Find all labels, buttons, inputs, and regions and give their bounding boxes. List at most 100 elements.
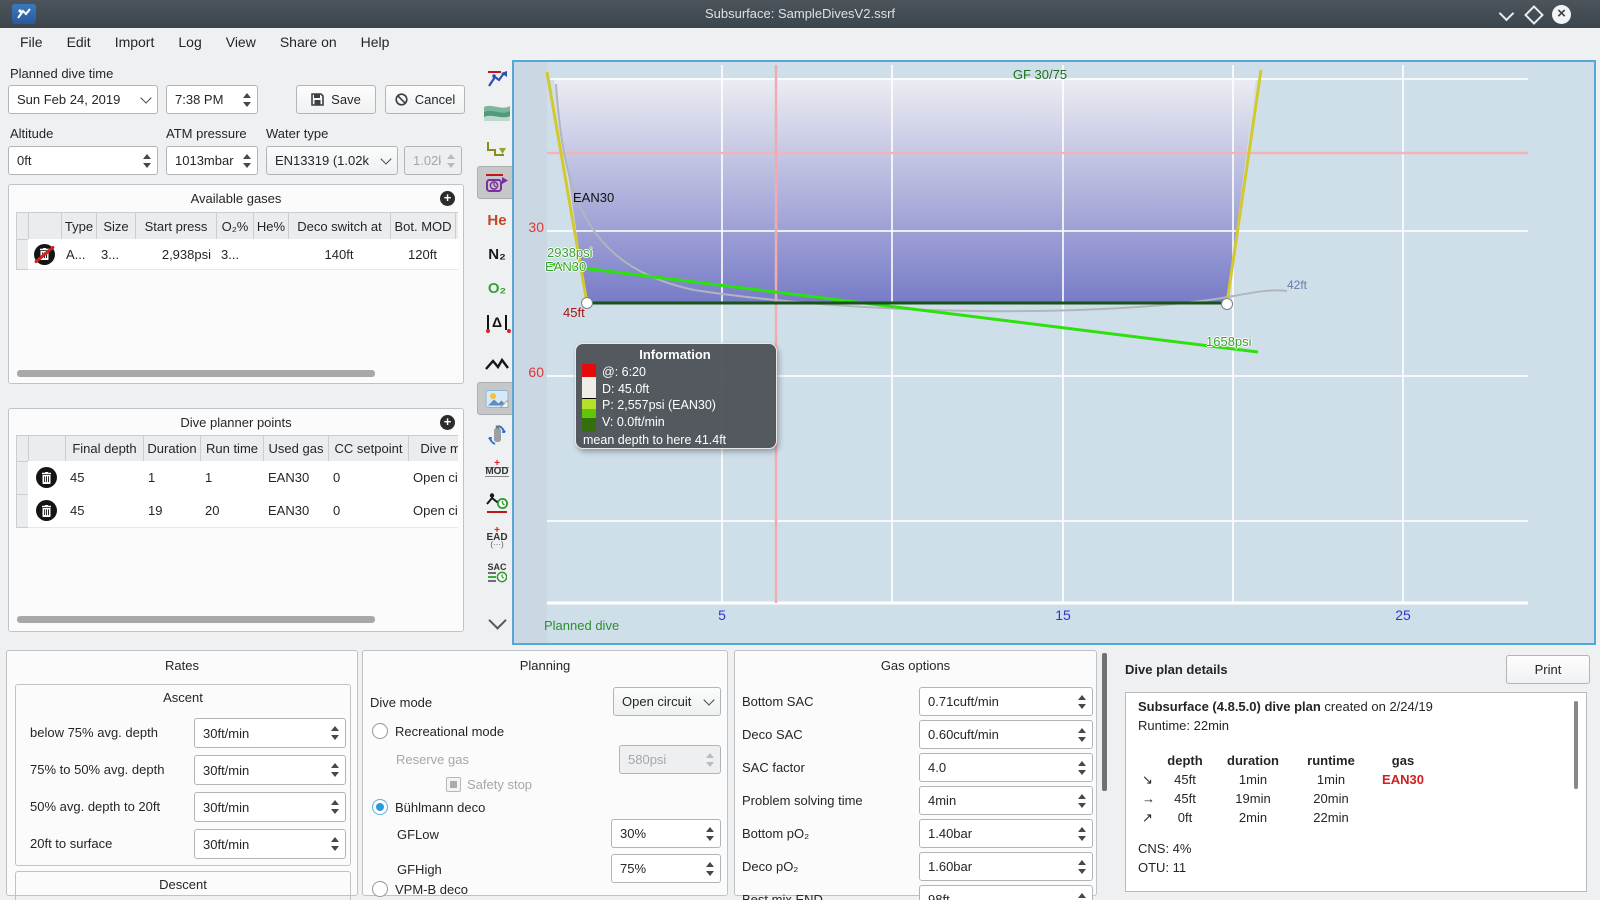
n2-graph-button[interactable]: N₂ [477,238,517,271]
profile-handle[interactable] [581,297,593,309]
ead-button[interactable]: + EAD (···) [477,521,517,554]
menu-share-on[interactable]: Share on [279,34,337,50]
photos-button-selected[interactable] [477,382,517,415]
buhlmann-deco-radio[interactable] [372,799,388,815]
menu-view[interactable]: View [225,34,256,50]
gflow-spinner[interactable]: 30% [611,819,721,848]
close-button[interactable]: × [1552,5,1571,24]
delete-point-icon[interactable] [36,500,57,521]
table-row[interactable] [28,494,66,528]
horizontal-scrollbar[interactable] [17,370,375,377]
profile-handle[interactable] [1221,298,1233,310]
col-header-o2[interactable]: O₂% [216,212,254,240]
col-header-delete[interactable] [28,435,66,462]
menu-file[interactable]: File [20,34,43,50]
water-type-combobox[interactable]: EN13319 (1.02k [266,146,398,175]
delete-point-icon[interactable] [36,467,57,488]
spinner-arrows-icon[interactable] [325,726,345,740]
col-header-used-gas[interactable]: Used gas [263,435,329,462]
cell-dive-mode[interactable]: Open circuit [408,461,458,495]
menu-import[interactable]: Import [114,34,155,50]
atm-pressure-spinner[interactable]: 1013mbar [166,146,258,175]
spinner-arrows-icon[interactable] [137,153,157,168]
vertical-scrollbar[interactable] [1102,653,1107,791]
minimize-button[interactable] [1498,5,1514,23]
col-header-size[interactable]: Size [96,212,136,240]
cell-deco-switch[interactable]: 140ft [288,239,391,270]
save-button[interactable]: Save [296,85,376,114]
tissue-heatmap-button[interactable]: Δ [477,306,517,339]
spinner-arrows-icon[interactable] [1072,727,1092,742]
setpoint-button-selected[interactable] [477,166,517,199]
cell-cc-setpoint[interactable]: 0 [328,494,409,528]
problem-time-spinner[interactable]: 4min [919,786,1093,815]
gfhigh-spinner[interactable]: 75% [611,854,721,883]
cell-cc-setpoint[interactable]: 0 [328,461,409,495]
safety-stop-checkbox[interactable] [446,777,461,792]
deco-time-button[interactable] [477,486,517,519]
rate-spinner[interactable]: 30ft/min [194,792,346,822]
col-header-he[interactable]: He% [253,212,289,240]
he-graph-button[interactable]: He [477,204,517,237]
col-header-mnd[interactable]: MND [455,212,458,240]
spinner-arrows-icon[interactable] [1072,859,1092,874]
col-header-delete[interactable] [28,212,62,240]
cell-duration[interactable]: 19 [143,494,201,528]
rate-spinner[interactable]: 30ft/min [194,718,346,748]
profile-shape-button[interactable] [477,132,517,165]
cell-run-time[interactable]: 20 [200,494,264,528]
bottom-sac-spinner[interactable]: 0.71cuft/min [919,687,1093,716]
horizontal-scrollbar[interactable] [17,616,375,623]
cancel-button[interactable]: Cancel [385,85,465,114]
spinner-arrows-icon[interactable] [325,763,345,777]
col-header-cc-setpoint[interactable]: CC setpoint [328,435,409,462]
sac-factor-spinner[interactable]: 4.0 [919,753,1093,782]
add-point-button[interactable] [440,415,455,430]
delete-disabled-icon[interactable] [34,243,55,265]
vpmb-deco-radio[interactable] [372,881,388,897]
col-header-bot-mod[interactable]: Bot. MOD [390,212,456,240]
cell-final-depth[interactable]: 45 [65,461,144,495]
print-button[interactable]: Print [1506,655,1590,684]
dive-profile-chart[interactable]: GF 30/75 EAN30 2938psi EAN30 45ft 42ft 1… [512,60,1596,645]
spinner-arrows-icon[interactable] [237,92,257,107]
gas-change-button[interactable] [477,418,517,451]
col-header-deco-switch[interactable]: Deco switch at [288,212,391,240]
menu-log[interactable]: Log [178,34,202,50]
deco-sac-spinner[interactable]: 0.60cuft/min [919,720,1093,749]
spinner-arrows-icon[interactable] [325,837,345,851]
deco-po2-spinner[interactable]: 1.60bar [919,852,1093,881]
cell-he[interactable] [253,239,289,270]
menu-help[interactable]: Help [360,34,390,50]
dive-time-spinner[interactable]: 7:38 PM [166,85,258,114]
cell-run-time[interactable]: 1 [200,461,264,495]
col-header-run-time[interactable]: Run time [200,435,264,462]
cell-bot-mod[interactable]: 120ft [390,239,456,270]
add-gas-button[interactable] [440,191,455,206]
dive-date-combobox[interactable]: Sun Feb 24, 2019 [8,85,158,114]
spinner-arrows-icon[interactable] [237,153,257,168]
cell-duration[interactable]: 1 [143,461,201,495]
mod-button[interactable]: + MOD [477,452,517,485]
altitude-spinner[interactable]: 0ft [8,146,158,175]
spinner-arrows-icon[interactable] [700,861,720,876]
col-header-type[interactable]: Type [61,212,97,240]
spinner-arrows-icon[interactable] [1072,760,1092,775]
cell-type[interactable]: A... [61,239,97,270]
cell-o2[interactable]: 3... [216,239,254,270]
best-mix-end-spinner[interactable]: 98ft [919,885,1093,900]
col-header-final-depth[interactable]: Final depth [65,435,144,462]
heart-rate-button[interactable] [477,348,517,381]
dive-mode-combobox[interactable]: Open circuit [613,687,721,716]
cell-used-gas[interactable]: EAN30 [263,461,329,495]
toolbar-scroll-down-button[interactable] [477,606,517,639]
water-type-button[interactable] [477,96,517,129]
recreational-mode-radio[interactable] [372,723,388,739]
spinner-arrows-icon[interactable] [1072,892,1092,900]
cell-start-press[interactable]: 2,938psi [135,239,217,270]
cell-dive-mode[interactable]: Open circuit [408,494,458,528]
col-header-start-press[interactable]: Start press [135,212,217,240]
cell-final-depth[interactable]: 45 [65,494,144,528]
menu-edit[interactable]: Edit [66,34,91,50]
o2-graph-button[interactable]: O₂ [477,272,517,305]
